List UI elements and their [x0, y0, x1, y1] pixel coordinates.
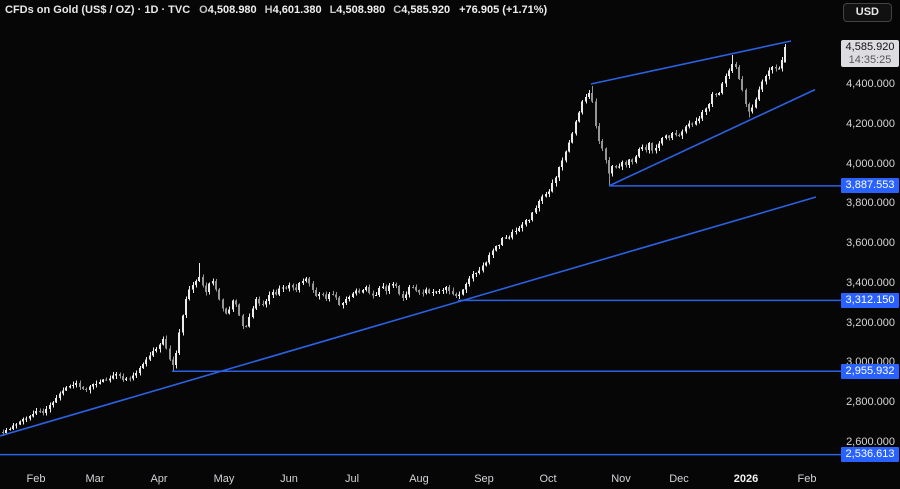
wedge-upper-line[interactable]	[590, 40, 792, 85]
time-axis-label: May	[213, 473, 235, 485]
price-tick-label: 4,200.000	[846, 117, 895, 130]
ohlc-c: C4,585.920	[393, 4, 451, 16]
price-tick-label: 3,400.000	[846, 276, 895, 289]
time-axis-label: Jun	[280, 473, 298, 485]
price-axis[interactable]: 4,400.000 4,200.000 4,000.000 3,800.000 3,60…	[840, 0, 900, 468]
level-price-badge: 3,887.553	[841, 178, 899, 194]
time-axis-label: Jul	[344, 473, 360, 485]
level-price-badge: 3,312.150	[841, 292, 899, 308]
time-axis-label: Dec	[669, 473, 689, 485]
ohlc-h: H4,601.380	[264, 4, 322, 16]
candles	[2, 43, 786, 436]
symbol-header: CFDs on Gold (US$ / OZ) · 1D · TVC O4,50…	[5, 4, 547, 16]
price-tick-label: 3,600.000	[846, 237, 895, 250]
price-change: +76.905 (+1.71%)	[459, 4, 548, 16]
time-axis-label: Feb	[26, 473, 46, 485]
wedge-lower-line[interactable]	[608, 88, 816, 187]
price-tick-label: 2,800.000	[846, 396, 895, 409]
time-axis-label: Apr	[150, 473, 168, 485]
currency-button[interactable]: USD	[842, 3, 892, 22]
price-tick-label: 3,200.000	[846, 316, 895, 329]
time-axis-label: Mar	[85, 473, 105, 485]
time-axis-label: 2026	[733, 473, 759, 485]
time-axis-label: Feb	[797, 473, 817, 485]
ohlc-l: L4,508.980	[329, 4, 386, 16]
time-axis-label: Sep	[474, 473, 494, 485]
price-tick-label: 2,600.000	[846, 436, 895, 448]
price-tick-label: 4,000.000	[846, 157, 895, 170]
time-axis-label: Nov	[611, 473, 631, 485]
symbol-title[interactable]: CFDs on Gold (US$ / OZ) · 1D · TVC	[5, 4, 191, 16]
price-tick-label: 4,400.000	[846, 78, 895, 90]
time-axis-label: Oct	[539, 473, 557, 485]
time-axis[interactable]: Feb Mar Apr May Jun Jul Aug Sep Oct Nov Dec 2026 Feb	[0, 468, 840, 489]
level-price-badge: 2,955.932	[841, 363, 899, 379]
time-axis-label: Aug	[409, 473, 429, 485]
bar-countdown: 14:35:25	[848, 54, 892, 67]
level-price-badge: 2,536.613	[841, 447, 899, 463]
last-price-badge: 4,585.920 14:35:25	[841, 40, 899, 68]
ohlc-o: O4,508.980	[199, 4, 257, 16]
long-support-trendline[interactable]	[0, 196, 817, 437]
ohlc-values: O4,508.980 H4,601.380 L4,508.980 C4,585.920	[199, 4, 450, 16]
last-price-value: 4,585.920	[845, 41, 895, 54]
price-tick-label: 3,800.000	[846, 197, 895, 210]
